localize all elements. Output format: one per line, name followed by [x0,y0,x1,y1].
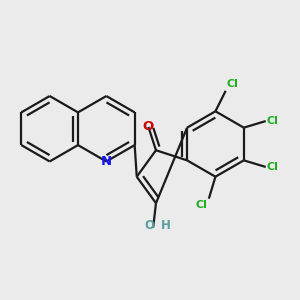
Text: N: N [101,155,112,168]
Text: H: H [161,219,171,232]
Text: Cl: Cl [227,79,239,88]
Text: Cl: Cl [267,116,279,126]
Text: Cl: Cl [196,200,208,210]
Text: O: O [144,219,154,232]
Text: O: O [143,120,154,134]
Text: Cl: Cl [267,162,279,172]
